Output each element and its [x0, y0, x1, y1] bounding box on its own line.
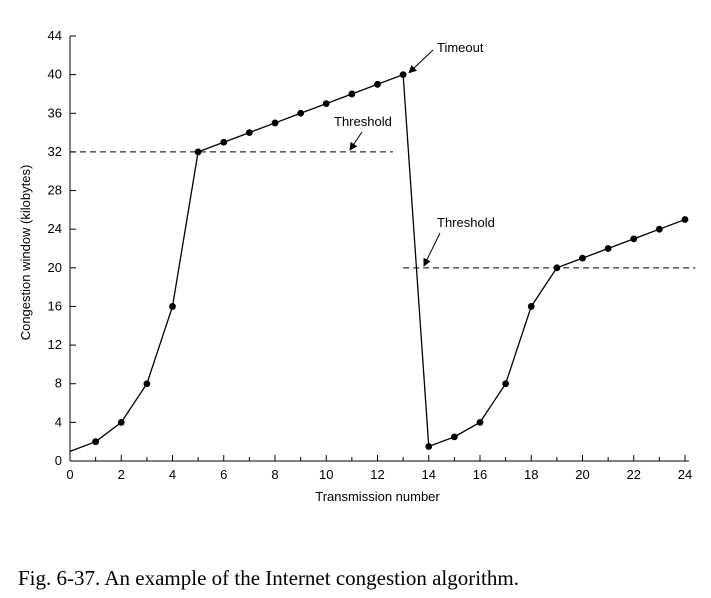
data-point	[117, 418, 125, 426]
x-tick-label: 2	[118, 467, 125, 482]
data-point	[374, 80, 381, 88]
y-tick-label: 8	[55, 376, 62, 391]
y-tick-label: 44	[48, 28, 62, 43]
data-series	[69, 71, 689, 452]
timeout-label: Timeout	[437, 40, 484, 55]
y-tick-label: 0	[55, 453, 62, 468]
threshold-arrow	[349, 131, 363, 151]
x-tick-label: 20	[575, 467, 589, 482]
y-tick-label: 40	[48, 67, 62, 82]
data-point	[245, 129, 253, 136]
y-tick-label: 4	[55, 414, 62, 429]
data-point	[348, 90, 356, 98]
timeout-arrow	[408, 49, 434, 74]
x-tick-label: 6	[220, 467, 227, 482]
y-tick-label: 28	[48, 183, 62, 198]
x-axis-title: Transmission number	[315, 489, 440, 504]
x-tick-label: 18	[524, 467, 538, 482]
y-tick-label: 24	[48, 221, 62, 236]
data-point	[143, 380, 151, 388]
x-tick-label: 16	[473, 467, 487, 482]
data-point	[681, 216, 689, 223]
data-point	[579, 254, 586, 262]
data-point	[297, 109, 305, 117]
annotations: Timeout Threshold Threshold	[334, 40, 495, 267]
y-tick-label: 36	[48, 105, 62, 120]
data-point	[399, 71, 407, 79]
x-tick-label: 0	[66, 467, 73, 482]
data-point	[604, 245, 612, 252]
threshold-label: Threshold	[334, 114, 392, 129]
data-point	[502, 380, 510, 388]
x-tick-label: 14	[422, 467, 436, 482]
x-tick-label: 12	[370, 467, 384, 482]
data-point	[553, 264, 561, 272]
data-point	[271, 119, 279, 127]
data-point	[527, 303, 535, 310]
y-tick-label: 32	[48, 144, 62, 159]
figure-caption: Fig. 6-37. An example of the Internet co…	[18, 566, 519, 590]
data-point	[194, 148, 202, 156]
data-point	[630, 235, 638, 243]
data-point	[220, 138, 228, 146]
x-tick-label: 4	[169, 467, 176, 482]
data-point	[655, 225, 663, 233]
y-tick-label: 16	[48, 298, 62, 313]
data-point	[476, 418, 484, 426]
x-tick-label: 22	[627, 467, 641, 482]
data-point	[425, 443, 433, 450]
data-point	[322, 100, 330, 108]
threshold-label: Threshold	[437, 215, 495, 230]
y-tick-label: 20	[48, 260, 62, 275]
y-tick-label: 12	[48, 337, 62, 352]
y-axis-title: Congestion window (kilobytes)	[18, 165, 33, 341]
data-point	[169, 303, 176, 310]
data-point	[92, 438, 100, 446]
x-tick-label: 24	[678, 467, 692, 482]
series-line	[69, 73, 686, 452]
data-point	[450, 433, 458, 441]
threshold-lines	[70, 151, 696, 269]
threshold-arrow	[423, 232, 441, 267]
x-tick-label: 10	[319, 467, 333, 482]
x-tick-label: 8	[271, 467, 278, 482]
